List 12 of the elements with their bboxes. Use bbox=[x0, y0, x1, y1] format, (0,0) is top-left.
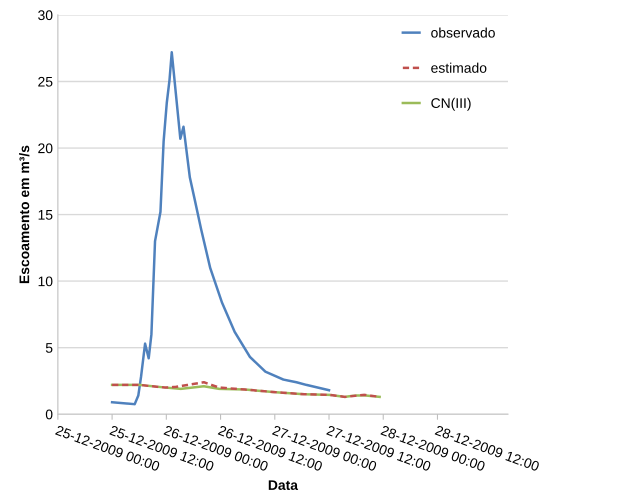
y-tick-label: 25 bbox=[38, 76, 52, 87]
y-tick-label: 5 bbox=[46, 343, 52, 353]
x-axis-title: Data bbox=[268, 480, 298, 490]
legend-label: estimado bbox=[431, 62, 486, 73]
y-axis-title: Escoamento em m³/s bbox=[19, 146, 30, 284]
legend-label: observado bbox=[431, 27, 495, 38]
y-tick-label: 0 bbox=[46, 410, 52, 420]
legend-label: CN(III) bbox=[431, 98, 471, 111]
y-tick-label: 30 bbox=[38, 10, 52, 20]
y-tick-label: 10 bbox=[38, 276, 52, 286]
y-tick-label: 15 bbox=[38, 210, 52, 220]
y-tick-label: 20 bbox=[38, 143, 52, 154]
